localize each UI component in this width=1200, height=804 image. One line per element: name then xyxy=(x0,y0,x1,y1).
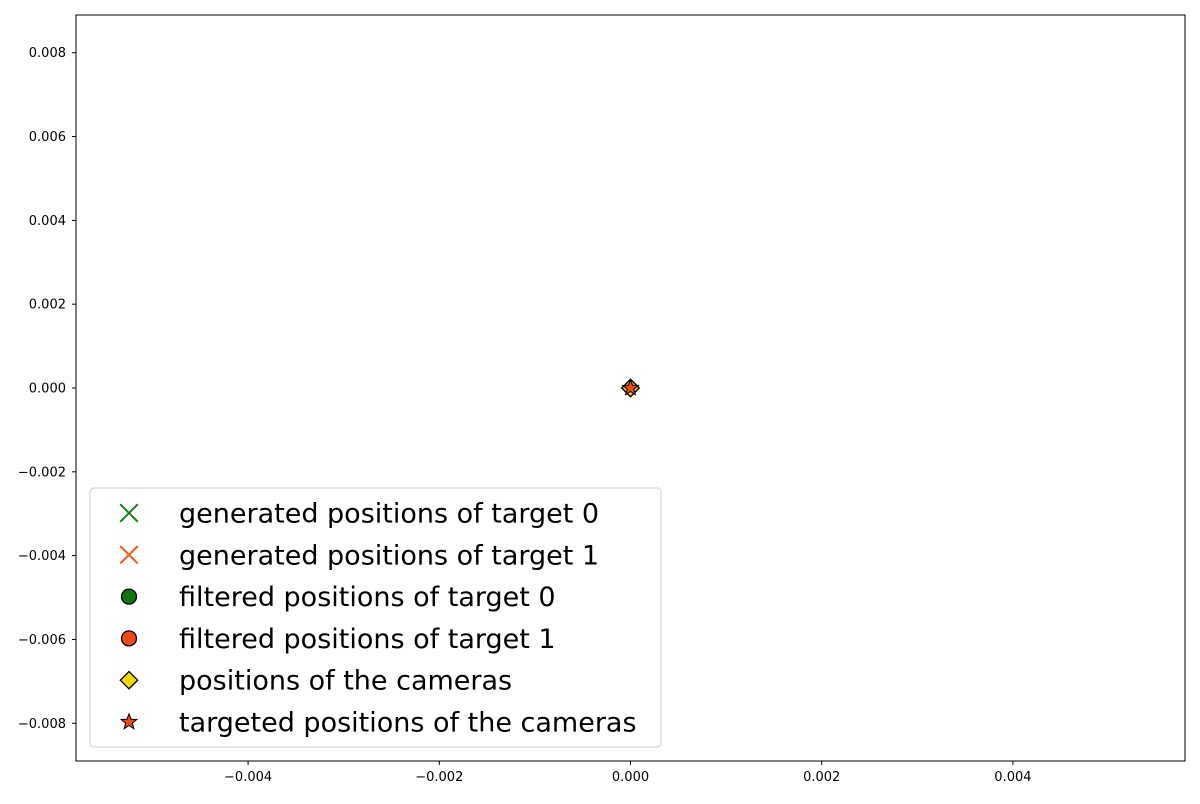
legend-entry: generated positions of target 0 xyxy=(119,499,599,530)
x-tick-label: 0.000 xyxy=(612,770,649,785)
y-tick-label: −0.002 xyxy=(18,465,66,480)
legend-marker xyxy=(119,503,139,523)
legend: generated positions of target 0 generated… xyxy=(89,487,662,748)
legend-label: positions of the cameras xyxy=(179,666,512,697)
legend-entry: filtered positions of target 1 xyxy=(120,624,556,655)
y-tick-label: 0.000 xyxy=(29,382,66,397)
legend-box xyxy=(89,487,662,748)
data-point xyxy=(621,378,640,396)
y-tick-label: −0.006 xyxy=(18,633,66,648)
y-tick-label: −0.008 xyxy=(18,717,66,732)
legend-entry: positions of the cameras xyxy=(119,666,512,697)
legend-label: filtered positions of target 0 xyxy=(179,582,556,613)
legend-entry: filtered positions of target 0 xyxy=(120,582,556,613)
y-tick-label: 0.004 xyxy=(29,214,66,229)
legend-label: generated positions of target 1 xyxy=(179,540,599,571)
legend-label: targeted positions of the cameras xyxy=(179,708,637,739)
plot-frame xyxy=(75,14,1186,762)
legend-label: filtered positions of target 1 xyxy=(179,624,556,655)
legend-label: generated positions of target 0 xyxy=(179,499,599,530)
legend-marker xyxy=(119,545,139,565)
legend-entry: targeted positions of the cameras xyxy=(119,708,637,739)
legend-entry: generated positions of target 1 xyxy=(119,540,599,571)
y-tick-label: 0.006 xyxy=(29,130,66,145)
x-tick-label: 0.002 xyxy=(803,770,840,785)
y-tick-label: 0.008 xyxy=(29,46,66,61)
y-tick-label: −0.004 xyxy=(18,549,66,564)
data-marks xyxy=(620,378,641,398)
x-stroke xyxy=(119,503,139,523)
x-tick-label: −0.004 xyxy=(224,770,272,785)
x-stroke xyxy=(119,545,139,565)
legend-marker xyxy=(120,588,138,605)
x-tick-label: 0.004 xyxy=(994,770,1031,785)
y-tick-label: 0.002 xyxy=(29,298,66,313)
x-tick-label: −0.002 xyxy=(415,770,463,785)
legend-marker xyxy=(120,630,138,647)
legend-marker xyxy=(119,670,139,690)
axis-ticks: −0.004 −0.002 0.000 0.002 0.004 0.008 0.006 0.0… xyxy=(18,46,1032,785)
legend-marker xyxy=(119,712,139,730)
